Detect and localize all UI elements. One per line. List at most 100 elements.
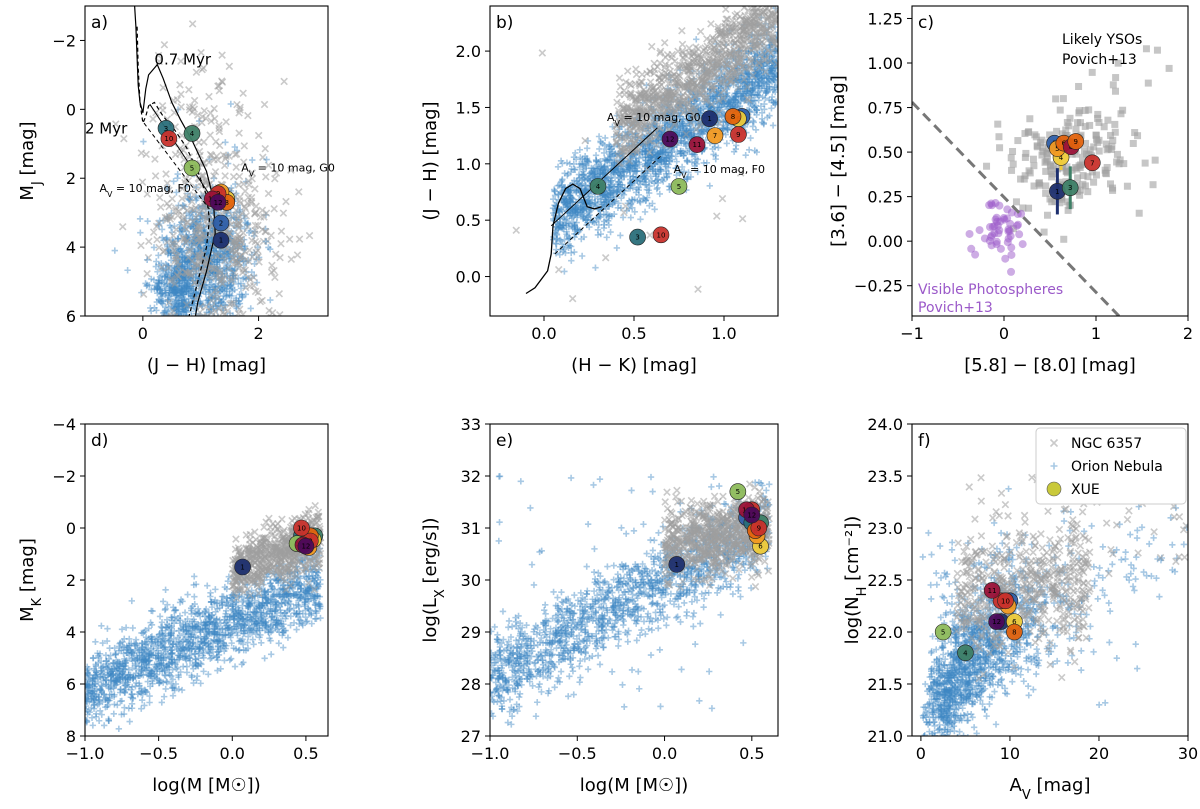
ngc6357-point	[621, 91, 627, 97]
ngc6357-point	[150, 326, 156, 332]
ngc6357-point	[152, 156, 158, 162]
orion-point	[746, 147, 752, 153]
panel-b: 1234567891011120.00.51.00.00.51.01.52.0(…	[420, 0, 781, 376]
xue-number: 4	[190, 130, 195, 138]
annotation: 2 Myr	[85, 119, 128, 137]
ngc6357-point	[265, 190, 271, 196]
xue-number: 1	[219, 237, 223, 245]
orion-point	[221, 321, 227, 327]
ngc6357-point	[143, 151, 149, 157]
orion-point	[593, 152, 599, 158]
ngc6357-point	[169, 196, 175, 202]
ngc6357-point	[150, 116, 156, 122]
orion-point	[196, 323, 202, 329]
ngc6357-point	[241, 143, 247, 149]
ngc6357-point	[268, 232, 274, 238]
ngc6357-point	[272, 176, 278, 182]
ngc6357-point	[234, 383, 240, 389]
ngc6357-point	[208, 333, 214, 339]
ngc6357-point	[263, 174, 269, 180]
ngc6357-point	[294, 252, 300, 258]
orion-point	[174, 175, 180, 181]
ngc6357-point	[247, 322, 253, 328]
ngc6357-point	[157, 194, 163, 200]
orion-point	[204, 319, 210, 325]
orion-point	[760, 0, 766, 5]
ngc6357-point	[221, 162, 227, 168]
orion-point	[568, 258, 574, 264]
ngc6357-point	[177, 82, 183, 88]
ngc6357-point	[170, 232, 176, 238]
text-part: = 10 mag, F0	[112, 182, 190, 195]
orion-point	[222, 139, 228, 145]
text-part: 0.7 Myr	[154, 51, 211, 69]
xue-number: 5	[190, 164, 194, 172]
ngc6357-point	[191, 97, 197, 103]
ngc6357-point	[232, 328, 238, 334]
ngc6357-point	[288, 256, 294, 262]
ngc6357-point	[261, 101, 267, 107]
xue-number: 10	[164, 135, 173, 143]
ngc6357-point	[738, 0, 744, 5]
orion-point	[577, 147, 583, 153]
orion-point	[651, 206, 657, 212]
orion-point	[223, 329, 229, 335]
orion-point	[224, 334, 230, 340]
orion-point	[584, 145, 590, 151]
xue-point-5: 5	[184, 160, 200, 176]
ngc6357-point	[233, 164, 239, 170]
orion-point	[733, 142, 739, 148]
orion-point	[248, 305, 254, 311]
ngc6357-point	[679, 41, 685, 47]
ngc6357-point	[240, 90, 246, 96]
ngc6357-point	[661, 40, 667, 46]
orion-point	[707, 183, 713, 189]
ngc6357-point	[242, 331, 248, 337]
orion-point	[555, 164, 561, 170]
orion-point	[144, 218, 150, 224]
orion-point	[137, 229, 143, 235]
ngc6357-point	[639, 71, 645, 77]
x-tick-label: 0	[138, 324, 148, 343]
ngc6357-point	[186, 87, 192, 93]
ngc6357-point	[735, 0, 741, 6]
ngc6357-point	[616, 75, 622, 81]
ngc6357-point	[158, 204, 164, 210]
orion-point	[770, 122, 776, 128]
ngc6357-point	[201, 108, 207, 114]
orion-point	[579, 253, 585, 259]
ngc6357-point	[223, 119, 229, 125]
orion-point	[637, 216, 643, 222]
ngc6357-point	[206, 93, 212, 99]
ngc6357-point	[723, 6, 729, 12]
ngc6357-point	[296, 236, 302, 242]
xue-point-4: 4	[184, 125, 200, 141]
ngc6357-point	[758, 0, 764, 4]
orion-point	[693, 36, 699, 42]
ngc6357-point	[743, 0, 749, 5]
ngc6357-point	[686, 45, 692, 51]
orion-point	[742, 152, 748, 158]
orion-point	[245, 318, 251, 324]
orion-point	[234, 331, 240, 337]
orion-point	[204, 338, 210, 344]
orion-point	[112, 247, 118, 253]
y-axis-label: MJ [mag]	[17, 121, 45, 200]
ngc6357-point	[662, 54, 668, 60]
orion-point	[724, 140, 730, 146]
xue-point-1: 1	[213, 232, 229, 248]
orion-point	[592, 264, 598, 270]
orion-point	[219, 331, 225, 337]
ngc6357-point	[697, 28, 703, 34]
orion-point	[571, 249, 577, 255]
ngc6357-point	[278, 228, 284, 234]
ngc6357-point	[175, 324, 181, 330]
text-part: = 10 mag, G0	[254, 161, 335, 174]
ngc6357-point	[184, 326, 190, 332]
ngc6357-point	[152, 173, 158, 179]
ngc6357-point	[734, 11, 740, 17]
ngc6357-point	[222, 173, 228, 179]
ngc6357-point	[281, 78, 287, 84]
